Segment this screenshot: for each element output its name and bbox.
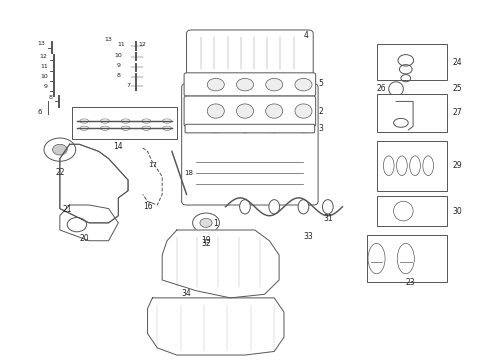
Ellipse shape <box>234 113 256 133</box>
Text: 8: 8 <box>49 95 52 100</box>
Text: 16: 16 <box>143 202 152 211</box>
Ellipse shape <box>295 78 312 91</box>
Ellipse shape <box>80 126 89 130</box>
FancyBboxPatch shape <box>184 73 316 96</box>
Bar <box>72 107 177 139</box>
Text: 10: 10 <box>40 74 48 79</box>
Text: 2: 2 <box>318 107 323 116</box>
Polygon shape <box>147 298 284 355</box>
Text: 13: 13 <box>37 41 45 46</box>
Ellipse shape <box>389 82 403 96</box>
Ellipse shape <box>67 217 87 232</box>
FancyBboxPatch shape <box>187 30 313 76</box>
Text: 11: 11 <box>117 42 124 47</box>
Ellipse shape <box>142 126 151 130</box>
Text: 33: 33 <box>303 232 313 241</box>
Ellipse shape <box>80 119 89 123</box>
Ellipse shape <box>200 219 212 227</box>
Ellipse shape <box>193 213 220 233</box>
Text: 12: 12 <box>40 54 48 59</box>
Ellipse shape <box>266 78 283 91</box>
Ellipse shape <box>322 200 333 214</box>
Bar <box>367 235 447 282</box>
Ellipse shape <box>142 119 151 123</box>
Ellipse shape <box>205 113 227 133</box>
Text: 32: 32 <box>201 239 211 248</box>
Ellipse shape <box>266 104 283 118</box>
Text: 3: 3 <box>318 124 323 133</box>
Text: 23: 23 <box>406 278 416 287</box>
Ellipse shape <box>269 200 280 214</box>
Text: 27: 27 <box>452 108 462 117</box>
Ellipse shape <box>121 119 130 123</box>
Polygon shape <box>60 144 128 223</box>
Ellipse shape <box>240 200 250 214</box>
Text: 5: 5 <box>318 79 323 88</box>
Text: 34: 34 <box>182 289 192 298</box>
Text: 1: 1 <box>213 220 218 229</box>
Ellipse shape <box>100 126 109 130</box>
Ellipse shape <box>263 113 285 133</box>
Text: 26: 26 <box>377 84 386 93</box>
Text: 6: 6 <box>37 109 42 115</box>
Text: 31: 31 <box>323 214 333 223</box>
Text: 17: 17 <box>148 162 157 168</box>
FancyBboxPatch shape <box>184 96 316 126</box>
Text: 25: 25 <box>452 84 462 93</box>
Bar <box>376 44 447 80</box>
Text: 10: 10 <box>115 53 122 58</box>
Ellipse shape <box>207 104 224 118</box>
Ellipse shape <box>52 144 67 155</box>
Text: 21: 21 <box>62 205 72 214</box>
Ellipse shape <box>207 78 224 91</box>
Text: 14: 14 <box>114 142 123 151</box>
Bar <box>376 94 447 132</box>
FancyBboxPatch shape <box>185 124 315 133</box>
Bar <box>376 196 447 226</box>
Text: 19: 19 <box>201 235 211 244</box>
Polygon shape <box>60 205 118 241</box>
Text: 8: 8 <box>117 73 120 78</box>
Text: 13: 13 <box>105 37 113 42</box>
Text: 24: 24 <box>452 58 462 67</box>
Ellipse shape <box>298 200 309 214</box>
Text: 4: 4 <box>303 31 308 40</box>
Ellipse shape <box>295 104 312 118</box>
Ellipse shape <box>293 113 315 133</box>
Ellipse shape <box>100 119 109 123</box>
Bar <box>376 141 447 191</box>
Ellipse shape <box>163 119 172 123</box>
Ellipse shape <box>237 104 253 118</box>
Ellipse shape <box>237 78 253 91</box>
Ellipse shape <box>163 126 172 130</box>
Text: 12: 12 <box>139 42 147 47</box>
Text: 11: 11 <box>40 64 48 69</box>
Text: 20: 20 <box>79 234 89 243</box>
Ellipse shape <box>393 118 408 127</box>
Text: 9: 9 <box>116 63 121 68</box>
Polygon shape <box>162 230 279 298</box>
Text: 29: 29 <box>452 161 462 170</box>
Text: 30: 30 <box>452 207 462 216</box>
Text: 7: 7 <box>126 83 130 88</box>
FancyBboxPatch shape <box>182 84 318 205</box>
Ellipse shape <box>121 126 130 130</box>
Text: 22: 22 <box>55 168 65 177</box>
Ellipse shape <box>44 138 75 161</box>
Text: 9: 9 <box>44 84 48 89</box>
Text: 18: 18 <box>184 170 193 176</box>
